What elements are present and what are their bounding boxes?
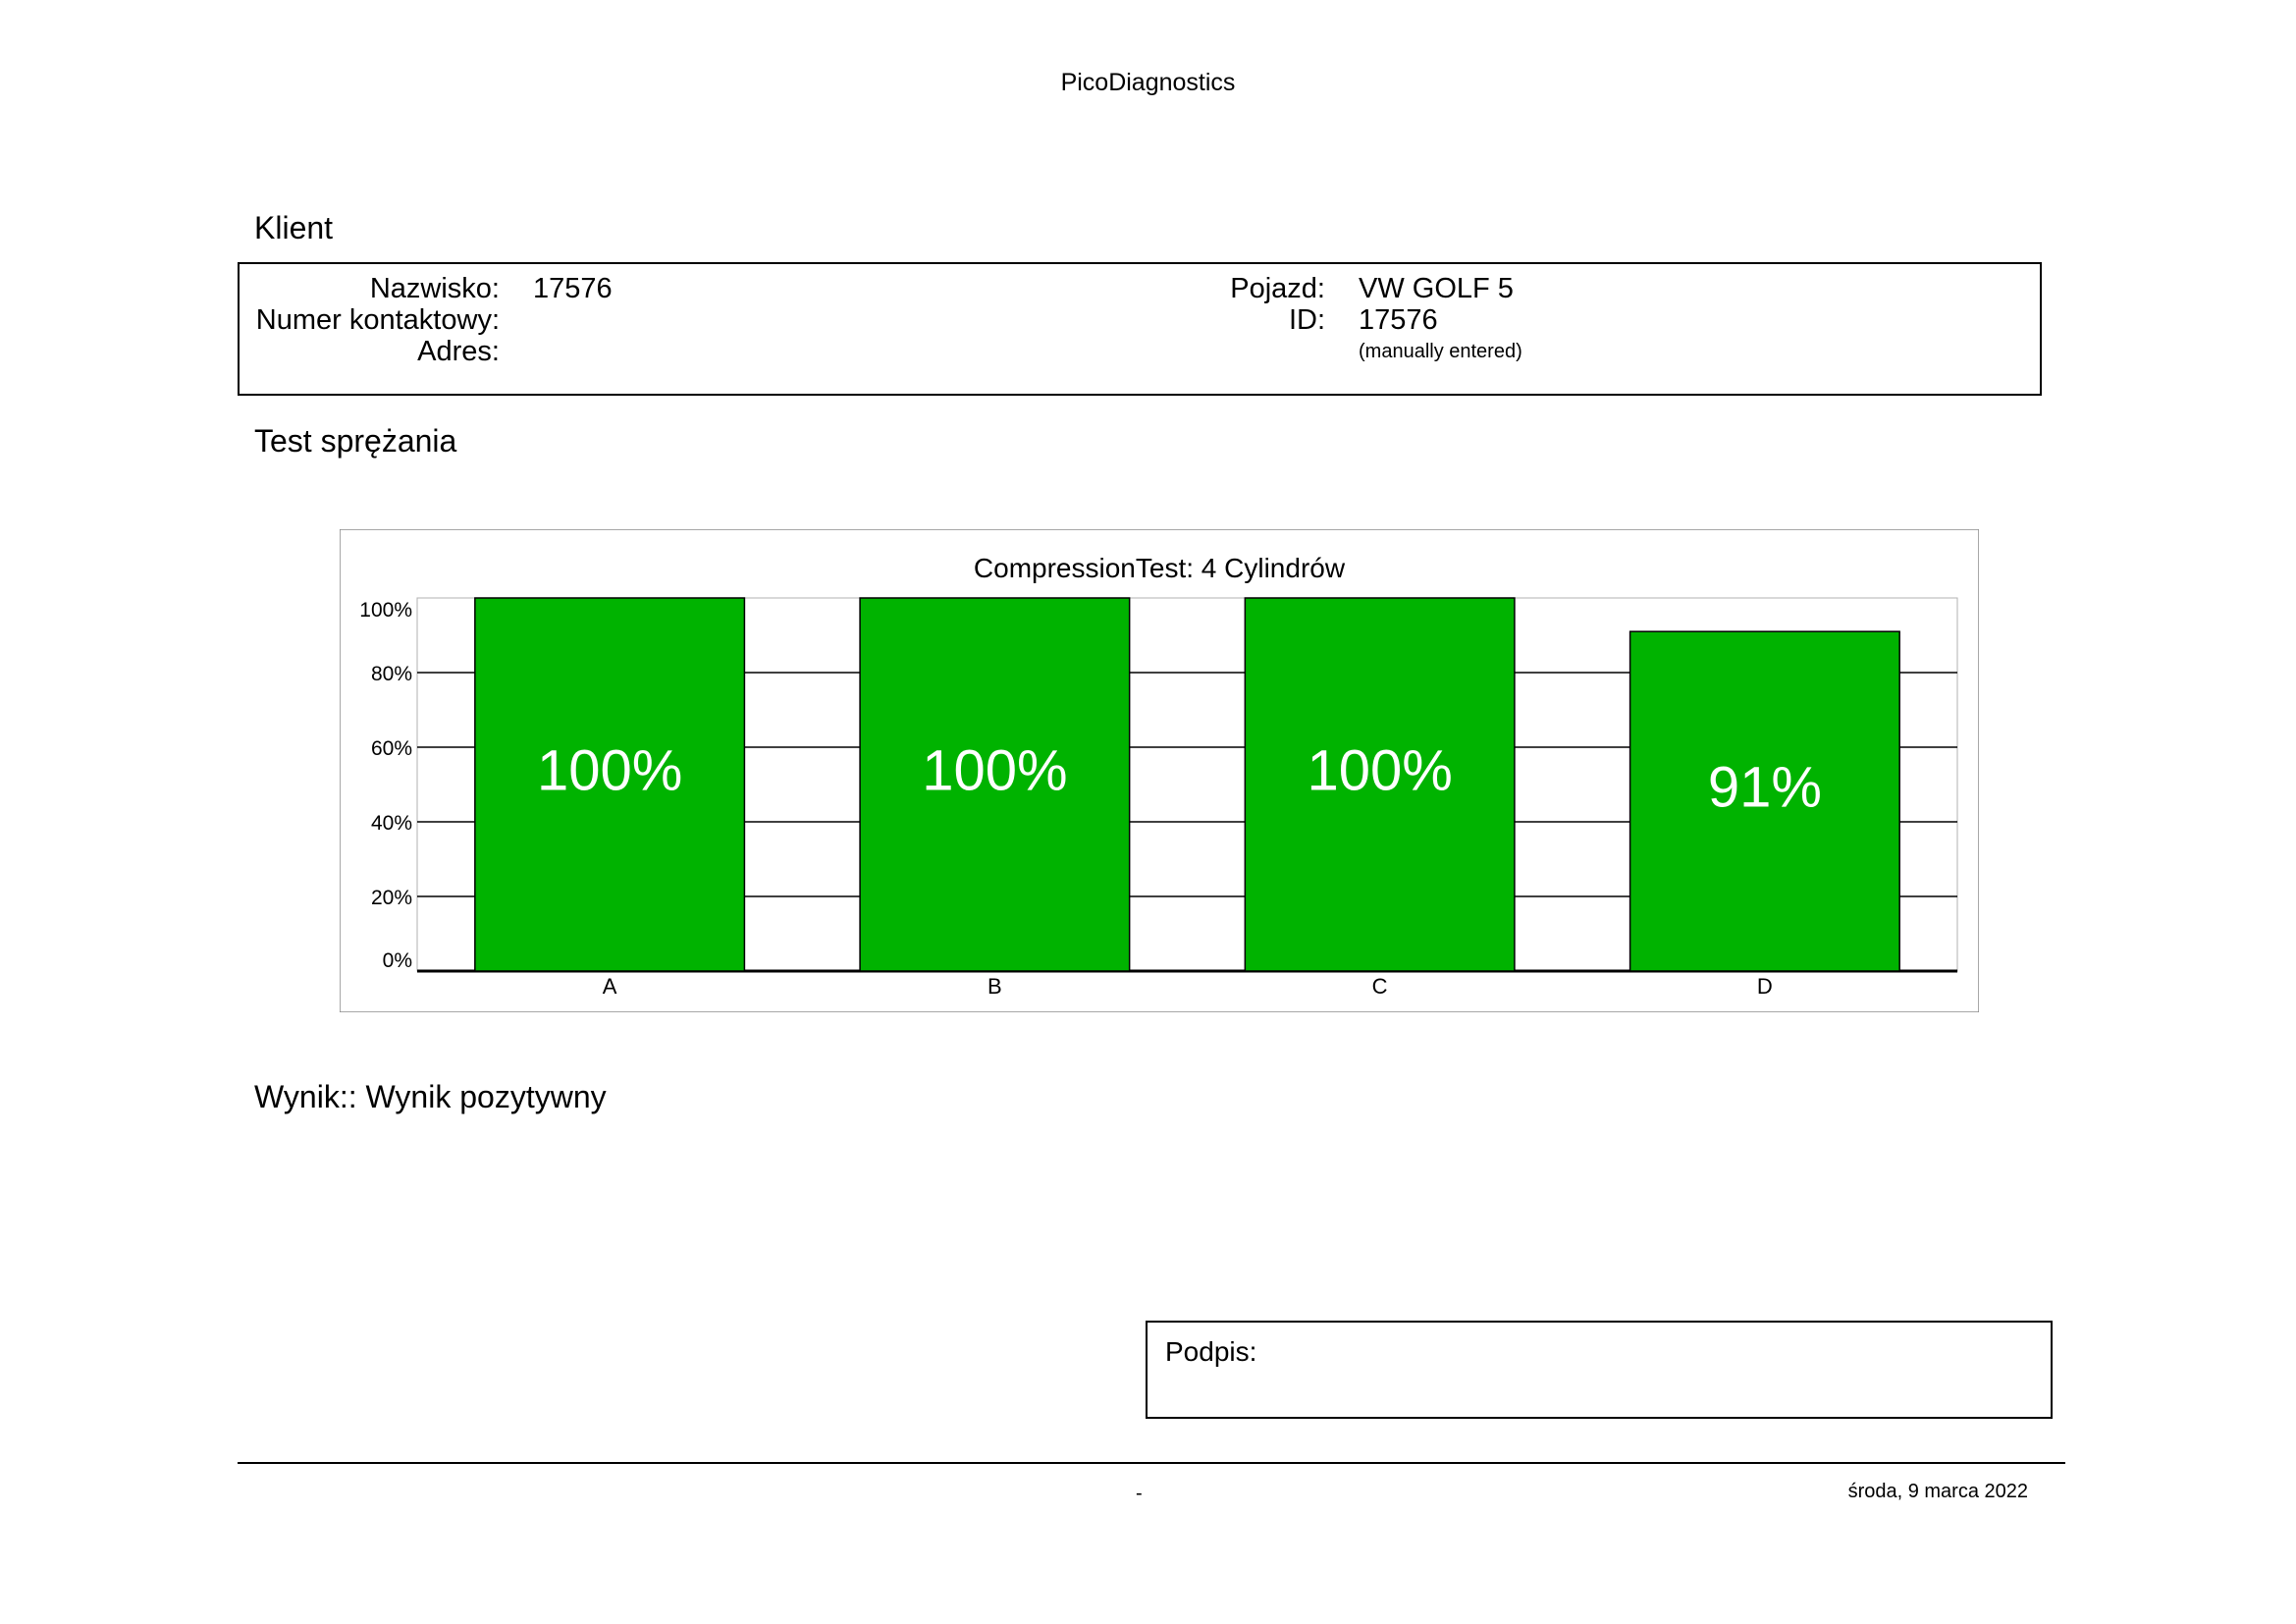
bar-A (474, 597, 746, 972)
name-value: 17576 (533, 273, 613, 304)
test-section-title: Test sprężania (254, 423, 457, 459)
bar-value-label: 100% (537, 738, 682, 802)
y-tick-label: 20% (371, 887, 412, 909)
result-text: Wynik:: Wynik pozytywny (254, 1079, 607, 1114)
x-tick-label: A (603, 974, 617, 999)
chart-y-axis: 0% 20% 40% 60% 80% 100% (359, 599, 412, 972)
name-label: Nazwisko: (369, 273, 500, 304)
vehicle-id-value: 17576 (1359, 304, 1438, 336)
compression-chart: CompressionTest: 4 Cylindrów 0% 20% 40% 60%… (340, 529, 1979, 1012)
bar-value-label: 91% (1708, 755, 1822, 819)
footer-divider (238, 1462, 2065, 1464)
bar-C (1244, 597, 1516, 972)
x-tick-label: B (988, 974, 1002, 999)
bar-value-label: 100% (922, 738, 1067, 802)
y-tick-label: 80% (371, 663, 412, 685)
vehicle-label: Pojazd: (1230, 273, 1325, 304)
footer-date: środa, 9 marca 2022 (1847, 1481, 2028, 1502)
chart-bar-labels: 100% 100% 100% 91% (537, 738, 1822, 819)
bar-D (1629, 630, 1900, 972)
bar-B (859, 597, 1131, 972)
vehicle-id-note: (manually entered) (1359, 341, 1522, 362)
bar-value-label: 100% (1307, 738, 1452, 802)
y-tick-label: 100% (359, 599, 412, 622)
chart-x-axis: A B C D (603, 974, 1773, 999)
vehicle-id-label: ID: (1288, 304, 1325, 336)
app-title: PicoDiagnostics (1060, 69, 1236, 96)
y-tick-label: 60% (371, 737, 412, 760)
contact-label: Numer kontaktowy: (255, 304, 500, 336)
address-label: Adres: (417, 336, 500, 367)
y-tick-label: 40% (371, 812, 412, 835)
chart-title: CompressionTest: 4 Cylindrów (974, 553, 1346, 583)
client-section-title: Klient (254, 210, 334, 245)
x-tick-label: C (1372, 974, 1388, 999)
signature-box: Podpis: (1146, 1321, 2053, 1419)
x-tick-label: D (1757, 974, 1773, 999)
vehicle-value: VW GOLF 5 (1359, 273, 1514, 304)
y-tick-label: 0% (383, 949, 412, 972)
signature-label: Podpis: (1165, 1336, 1257, 1367)
client-info-box (238, 262, 2042, 396)
footer-page-marker: - (1136, 1483, 1143, 1504)
chart-bars (474, 597, 1900, 972)
